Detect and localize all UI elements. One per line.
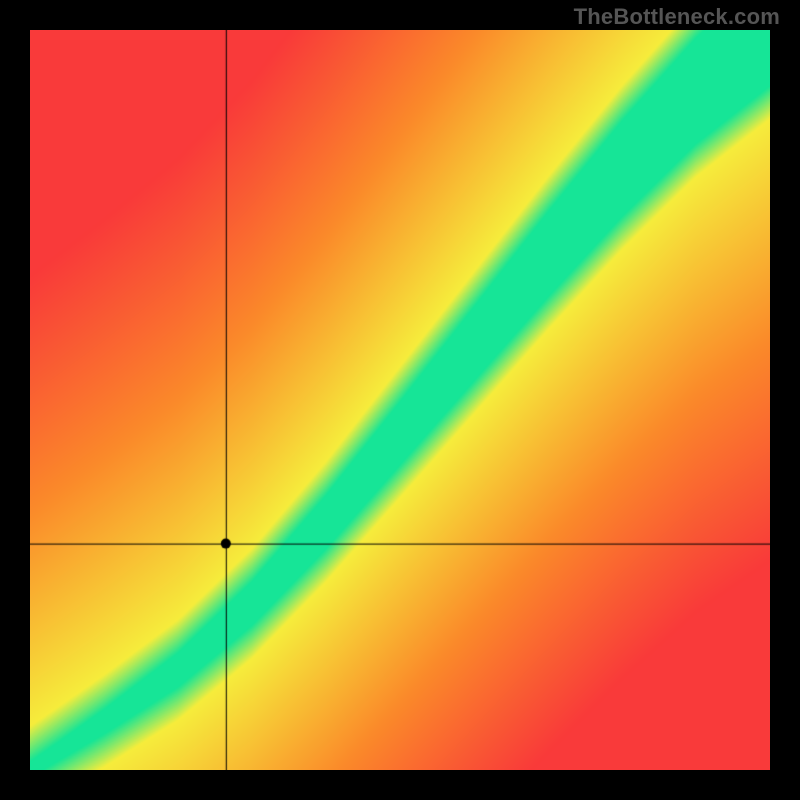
watermark-text: TheBottleneck.com	[574, 4, 780, 30]
heatmap-canvas	[30, 30, 770, 770]
chart-container: TheBottleneck.com	[0, 0, 800, 800]
